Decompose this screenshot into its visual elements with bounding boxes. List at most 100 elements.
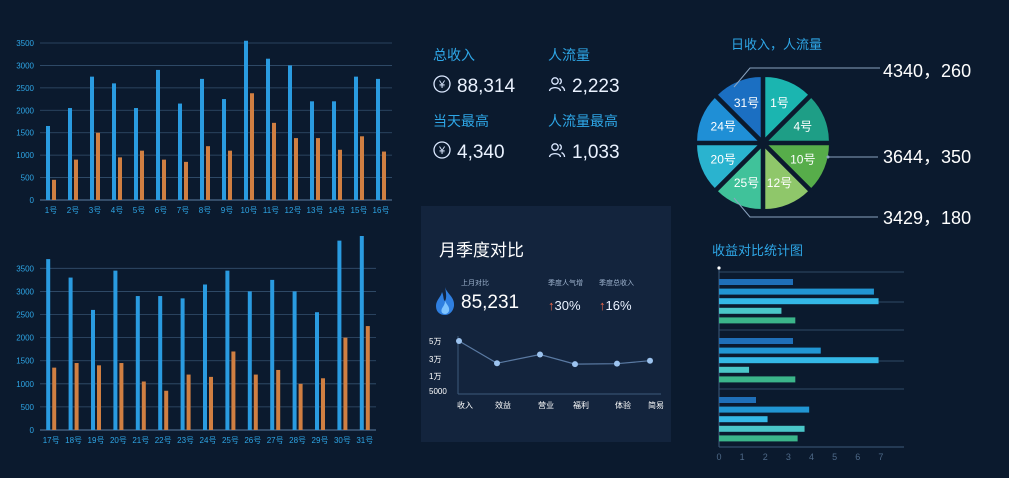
x-tick-label: 31号 — [356, 436, 373, 445]
x-tick-label: 4 — [809, 452, 814, 462]
bar — [52, 179, 56, 200]
x-tick-label: 28号 — [289, 436, 306, 445]
income-value: 16% — [605, 298, 632, 313]
x-tick-label: 3号 — [89, 206, 101, 215]
x-tick-label: 27号 — [267, 436, 284, 445]
popularity-value: 30% — [554, 298, 581, 313]
kpi-day-peak: 当天最高 ¥ 4,340 — [433, 111, 505, 164]
x-tick-label: 13号 — [307, 206, 324, 215]
x-tick-label: 简易 — [648, 400, 664, 410]
bar — [247, 291, 252, 430]
x-tick-label: 6 — [855, 452, 860, 462]
y-tick-label: 2000 — [16, 106, 34, 115]
bar — [46, 259, 51, 430]
x-tick-label: 10号 — [241, 206, 258, 215]
bar — [90, 76, 94, 200]
bar — [310, 101, 314, 200]
bar — [332, 101, 336, 200]
pie-slice — [763, 144, 811, 211]
bar — [253, 374, 258, 430]
income-label: 季度总收入 — [599, 280, 634, 287]
pie-slice — [764, 95, 831, 143]
bar — [338, 149, 342, 200]
y-tick-label: 500 — [21, 403, 35, 412]
x-tick-label: 17号 — [43, 436, 60, 445]
x-tick-label: 14号 — [329, 206, 346, 215]
bar — [112, 83, 116, 200]
bar — [382, 151, 386, 200]
hbar-chart-revenue: 0 1 2 3 4 5 6 7 — [716, 266, 904, 462]
yen-circle-icon: ¥ — [433, 141, 451, 164]
kpi-total-income: 总收入 ¥ 88,314 — [433, 45, 515, 98]
bar — [228, 150, 232, 200]
y-tick-label: 3500 — [16, 264, 34, 273]
bar — [96, 132, 100, 200]
hbar — [719, 307, 782, 314]
bar — [231, 351, 236, 430]
x-tick-label: 18号 — [65, 436, 82, 445]
bar — [186, 374, 191, 430]
bar — [294, 138, 298, 200]
x-tick-label: 7 — [878, 452, 883, 462]
hbar-section-title: 收益对比统计图 — [712, 243, 804, 258]
y-tick-label: 3000 — [16, 287, 34, 296]
x-tick-label: 收入 — [457, 400, 473, 410]
kpi-visitor-peak: 人流量最高 1,033 — [548, 111, 620, 164]
bar — [321, 378, 325, 430]
bar — [164, 390, 169, 430]
bar — [270, 279, 275, 430]
bar — [134, 108, 138, 200]
bar — [222, 99, 226, 200]
hbar — [719, 338, 793, 344]
bar — [162, 159, 166, 200]
bar — [118, 157, 122, 200]
x-tick-label: 22号 — [155, 436, 172, 445]
bar — [272, 122, 276, 200]
x-tick-label: 23号 — [177, 436, 194, 445]
y-tick-label: 0 — [30, 196, 35, 205]
kpi-day-peak-label: 当天最高 — [433, 113, 489, 129]
x-tick-label: 1号 — [45, 206, 57, 215]
hbar — [719, 347, 821, 354]
bar — [141, 381, 146, 430]
x-tick-label: 7号 — [177, 206, 189, 215]
bar — [135, 296, 140, 430]
kpi-day-peak-value: 4,340 — [457, 141, 505, 163]
svg-text:¥: ¥ — [438, 79, 446, 91]
bar — [200, 78, 204, 200]
bar — [97, 365, 101, 430]
pie-slice — [715, 144, 763, 211]
bar — [359, 236, 364, 430]
pie-label: 31号 — [734, 96, 759, 110]
bar — [52, 367, 57, 430]
bar — [360, 136, 364, 200]
bar — [354, 76, 358, 200]
x-tick-label: 营业 — [538, 400, 554, 410]
bar-chart-days-17-31: 0 500 1000 1500 2000 2500 3000 3500 17号 18号 19号 20号… — [16, 236, 376, 445]
pie-slice — [763, 75, 811, 142]
x-tick-label: 26号 — [244, 436, 261, 445]
monthly-comparison-panel: 月季度对比 上月对比 85,231 季度人气增 ↑ 30% 季度总收入 ↑ 16… — [421, 206, 671, 442]
bar — [315, 312, 319, 430]
bar — [68, 277, 73, 430]
pie-label: 20号 — [711, 152, 736, 166]
bar — [113, 270, 118, 430]
data-point — [572, 361, 578, 368]
x-tick-label: 5 — [832, 452, 837, 462]
x-tick-label: 2号 — [67, 206, 79, 215]
hbar — [719, 317, 796, 324]
bar — [180, 298, 185, 430]
x-tick-label: 20号 — [110, 436, 127, 445]
x-tick-label: 19号 — [88, 436, 105, 445]
arrow-up-icon: ↑ — [599, 298, 606, 313]
y-tick-label: 2500 — [16, 311, 34, 320]
bar — [225, 270, 230, 430]
data-point — [614, 360, 620, 367]
bar — [316, 138, 320, 200]
x-tick-label: 6号 — [155, 206, 167, 215]
x-tick-label: 4号 — [111, 206, 123, 215]
hbar — [719, 279, 793, 285]
callout-lines — [733, 67, 880, 218]
data-point — [494, 360, 500, 367]
hbar — [719, 366, 750, 373]
